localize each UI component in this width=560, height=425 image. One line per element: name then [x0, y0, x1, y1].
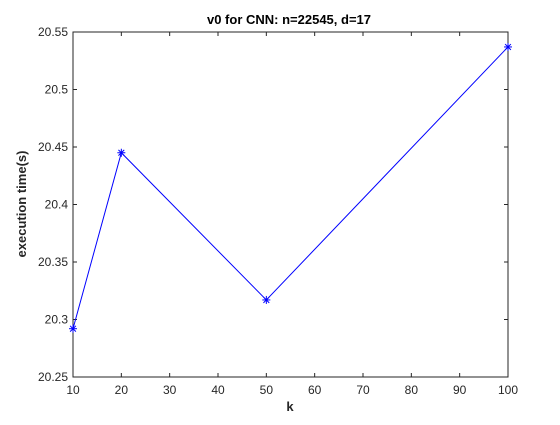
y-axis: 20.25 20.3 20.35 20.4 20.45 20.5 20.55 [38, 25, 508, 384]
data-point-marker [69, 324, 77, 333]
data-point-marker [262, 295, 271, 304]
series-line [72, 46, 509, 329]
x-tick-label: 100 [498, 383, 518, 397]
x-tick-label: 30 [163, 383, 177, 397]
x-axis-label: k [286, 399, 294, 414]
chart-title: v0 for CNN: n=22545, d=17 [207, 12, 371, 27]
x-tick-label: 60 [308, 383, 322, 397]
y-tick-label: 20.3 [45, 313, 69, 327]
series-layer [69, 42, 512, 333]
data-point-marker [117, 148, 126, 157]
y-tick-label: 20.5 [45, 83, 69, 97]
x-tick-label: 20 [115, 383, 129, 397]
x-tick-label: 90 [453, 383, 467, 397]
y-tick-label: 20.55 [38, 25, 68, 39]
x-tick-label: 80 [405, 383, 419, 397]
x-tick-label: 10 [66, 383, 80, 397]
y-axis-label: execution time(s) [14, 151, 29, 258]
x-tick-label: 50 [260, 383, 274, 397]
x-tick-label: 40 [211, 383, 225, 397]
y-tick-label: 20.4 [45, 198, 69, 212]
x-tick-label: 70 [356, 383, 370, 397]
data-point-marker [504, 42, 512, 51]
y-tick-label: 20.35 [38, 255, 68, 269]
plot-area [72, 31, 509, 378]
y-tick-label: 20.25 [38, 370, 68, 384]
y-tick-label: 20.45 [38, 140, 68, 154]
x-axis: 10 20 30 40 50 60 70 80 90 100 [66, 32, 518, 397]
